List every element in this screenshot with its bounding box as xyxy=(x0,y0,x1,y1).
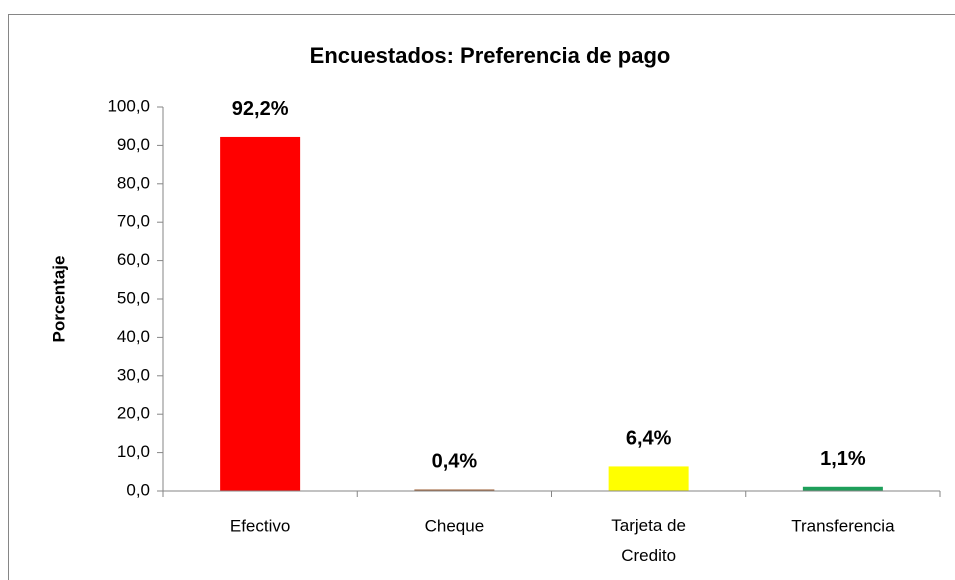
bar xyxy=(802,486,883,491)
y-tick-label: 60,0 xyxy=(117,250,150,269)
bar xyxy=(220,136,301,491)
x-tick-label: Tarjeta de Credito xyxy=(611,516,686,565)
x-tick-label: Efectivo xyxy=(230,516,290,535)
y-axis-label: Porcentaje xyxy=(49,256,68,343)
chart-title: Encuestados: Preferencia de pago xyxy=(310,43,671,68)
y-tick-label: 40,0 xyxy=(117,327,150,346)
y-tick-label: 10,0 xyxy=(117,442,150,461)
chart-border xyxy=(8,14,955,580)
value-label: 1,1% xyxy=(820,448,866,470)
y-tick-label: 30,0 xyxy=(117,365,150,384)
value-label: 0,4% xyxy=(432,451,478,473)
bar xyxy=(608,466,689,491)
y-tick-label: 0,0 xyxy=(126,480,150,499)
value-label: 6,4% xyxy=(626,428,672,450)
y-tick-label: 70,0 xyxy=(117,212,150,231)
y-tick-label: 20,0 xyxy=(117,404,150,423)
x-tick-label: Transferencia xyxy=(791,516,895,535)
y-tick-label: 90,0 xyxy=(117,135,150,154)
value-label: 92,2% xyxy=(232,98,289,120)
y-tick-label: 100,0 xyxy=(107,96,150,115)
bar xyxy=(414,489,495,491)
y-tick-label: 50,0 xyxy=(117,288,150,307)
y-tick-label: 80,0 xyxy=(117,173,150,192)
x-tick-label: Cheque xyxy=(425,516,485,535)
